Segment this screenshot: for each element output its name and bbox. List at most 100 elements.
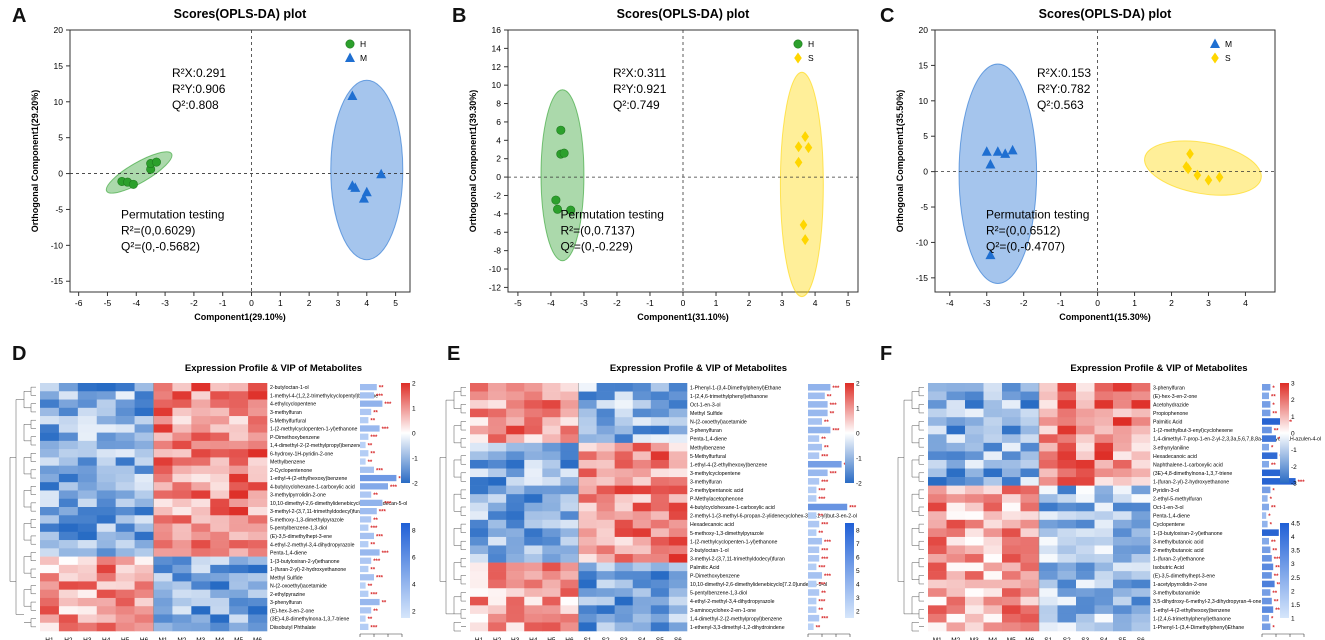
- heatmap-cell: [229, 622, 249, 632]
- heatmap-cell: [614, 494, 634, 504]
- row-label: 3-methylbutanamide: [1153, 591, 1200, 597]
- heatmap-cell: [668, 536, 688, 546]
- heatmap-cell: [153, 589, 173, 599]
- data-point-M: [1007, 144, 1018, 155]
- heatmap-cell: [153, 556, 173, 566]
- column-label: H3: [511, 637, 520, 640]
- heatmap-cell: [650, 511, 670, 521]
- heatmap-cell: [58, 540, 79, 549]
- heatmap-cell: [1002, 434, 1021, 444]
- heatmap-cell: [946, 425, 966, 435]
- heatmap-cell: [560, 383, 579, 392]
- heatmap-cell: [153, 548, 173, 557]
- y-tick-label: 6: [496, 117, 501, 127]
- heatmap-cell: [614, 408, 634, 418]
- dendrogram-branch: [911, 391, 919, 409]
- color-scale-tick: 2: [856, 381, 860, 388]
- heatmap-cell: [1057, 485, 1077, 495]
- heatmap-cell: [1113, 554, 1132, 563]
- heatmap-cell: [58, 507, 79, 516]
- heatmap-cell: [1020, 571, 1040, 580]
- heatmap-cell: [488, 571, 507, 580]
- heatmap-cell: [96, 556, 116, 566]
- heatmap-cell: [191, 440, 211, 450]
- vip-bar: [1262, 555, 1272, 562]
- heatmap-cell: [542, 459, 561, 469]
- significance-mark: **: [368, 443, 373, 449]
- heatmap-cell: [1002, 485, 1021, 495]
- heatmap-cell: [172, 424, 192, 433]
- heatmap-cell: [524, 391, 543, 401]
- heatmap-cell: [229, 473, 249, 483]
- column-label: M6: [253, 637, 262, 640]
- heatmap-cell: [210, 440, 230, 450]
- heatmap-cell: [248, 614, 268, 624]
- vip-bar: [360, 615, 366, 622]
- heatmap-cell: [40, 523, 60, 533]
- heatmap-cell: [928, 554, 947, 563]
- vip-bar: [360, 384, 377, 391]
- heatmap-cell: [210, 614, 230, 624]
- heatmap-cell: [542, 408, 561, 418]
- heatmap-title: Expression Profile & VIP of Metabolites: [185, 363, 362, 374]
- heatmap-cell: [488, 400, 507, 409]
- heatmap-cell: [115, 465, 135, 475]
- heatmap-cell: [1094, 588, 1114, 598]
- heatmap-cell: [58, 383, 79, 392]
- y-tick-label: -8: [493, 246, 501, 256]
- heatmap-cell: [248, 531, 268, 541]
- confidence-ellipse: [105, 151, 173, 194]
- heatmap-cell: [191, 457, 211, 466]
- heatmap-cell: [191, 391, 211, 400]
- heatmap-cell: [191, 515, 211, 524]
- heatmap-cell: [1113, 545, 1132, 555]
- heatmap-cell: [596, 536, 615, 546]
- heatmap-cell: [1094, 579, 1114, 589]
- vip-bar: [808, 384, 831, 391]
- heatmap-cell: [650, 400, 670, 409]
- heatmap-cell: [248, 564, 268, 574]
- vip-bar: [360, 483, 388, 490]
- vip-bar: [360, 565, 369, 573]
- heatmap-cell: [946, 596, 966, 606]
- heatmap-cell: [560, 417, 579, 427]
- column-label: S1: [584, 637, 592, 640]
- heatmap-cell: [210, 457, 230, 466]
- heatmap-cell: [210, 597, 230, 607]
- significance-mark: ***: [821, 557, 829, 563]
- heatmap-cell: [77, 482, 98, 491]
- y-tick-label: 10: [54, 97, 64, 107]
- heatmap-cell: [1002, 400, 1021, 409]
- heatmap-cell: [470, 383, 489, 392]
- heatmap-cell: [1002, 613, 1021, 623]
- heatmap-cell: [488, 622, 507, 632]
- heatmap-cell: [40, 606, 60, 615]
- vip-bar: [360, 408, 372, 416]
- heatmap-cell: [614, 502, 634, 512]
- heatmap-cell: [965, 451, 984, 461]
- heatmap-cell: [614, 605, 634, 615]
- heatmap-cell: [506, 528, 525, 538]
- heatmap-cell: [668, 519, 688, 529]
- significance-mark: **: [382, 601, 387, 607]
- heatmap-cell: [578, 622, 597, 632]
- heatmap-cell: [115, 490, 135, 500]
- heatmap-cell: [1039, 622, 1058, 632]
- heatmap-cell: [1039, 468, 1058, 478]
- heatmap-cell: [172, 531, 192, 541]
- heatmap-cell: [1131, 596, 1151, 606]
- heatmap-cell: [191, 540, 211, 549]
- heatmap-cell: [229, 573, 249, 582]
- dendrogram-branch: [453, 493, 461, 512]
- heatmap-cell: [40, 432, 60, 442]
- column-label: H5: [121, 637, 130, 640]
- heatmap-cell: [632, 528, 652, 538]
- heatmap-cell: [58, 424, 79, 433]
- heatmap-cell: [965, 588, 984, 598]
- row-label: 1-ethenyl-3,3-dimethyl-1,2-dihydroindene: [690, 625, 785, 631]
- heatmap-cell: [58, 482, 79, 491]
- heatmap-cell: [248, 622, 268, 632]
- heatmap-cell: [578, 562, 597, 572]
- significance-mark: ***: [370, 435, 378, 441]
- heatmap-cell: [928, 622, 947, 632]
